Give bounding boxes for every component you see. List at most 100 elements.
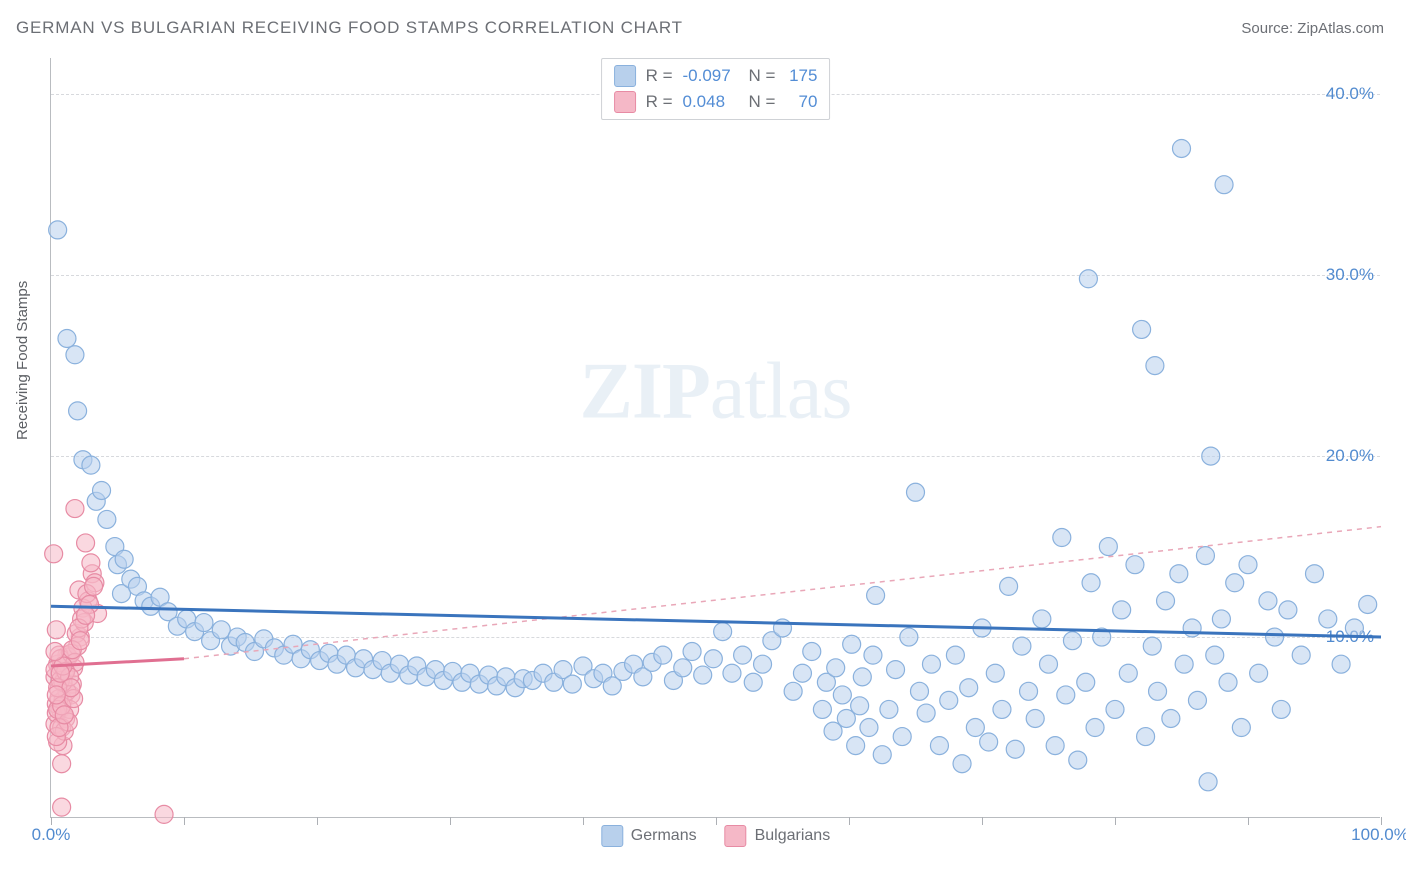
data-point — [1202, 447, 1220, 465]
r-value-germans: -0.097 — [683, 66, 739, 86]
data-point — [887, 661, 905, 679]
data-point — [1046, 737, 1064, 755]
data-point — [1133, 320, 1151, 338]
data-point — [1040, 655, 1058, 673]
x-tick — [51, 817, 52, 825]
data-point — [1219, 673, 1237, 691]
data-point — [847, 737, 865, 755]
x-axis-max-label: 100.0% — [1351, 825, 1406, 845]
data-point — [1272, 700, 1290, 718]
data-point — [1086, 719, 1104, 737]
series-legend: Germans Bulgarians — [601, 825, 830, 847]
data-point — [1162, 709, 1180, 727]
data-point — [980, 733, 998, 751]
r-value-bulgarians: 0.048 — [683, 92, 739, 112]
data-point — [843, 635, 861, 653]
series-label-germans: Germans — [631, 827, 697, 845]
data-point — [1057, 686, 1075, 704]
data-point — [212, 621, 230, 639]
data-point — [873, 746, 891, 764]
legend-swatch-bulgarians — [614, 91, 636, 113]
data-point — [66, 346, 84, 364]
data-point — [1266, 628, 1284, 646]
x-tick — [982, 817, 983, 825]
data-point — [1033, 610, 1051, 628]
r-label: R = — [646, 66, 673, 86]
plot-area: ZIPatlas 10.0%20.0%30.0%40.0% 0.0% 100.0… — [50, 58, 1380, 818]
x-tick — [1115, 817, 1116, 825]
n-label: N = — [749, 92, 776, 112]
data-point — [66, 500, 84, 518]
data-point — [1279, 601, 1297, 619]
data-point — [1226, 574, 1244, 592]
data-point — [1188, 691, 1206, 709]
data-point — [1000, 577, 1018, 595]
data-point — [953, 755, 971, 773]
source-attribution: Source: ZipAtlas.com — [1241, 20, 1384, 37]
data-point — [867, 586, 885, 604]
correlation-legend: R = -0.097 N = 175 R = 0.048 N = 70 — [601, 58, 831, 120]
x-tick — [849, 817, 850, 825]
data-point — [155, 805, 173, 823]
data-point — [1175, 655, 1193, 673]
series-label-bulgarians: Bulgarians — [755, 827, 831, 845]
data-point — [1077, 673, 1095, 691]
data-point — [674, 659, 692, 677]
data-point — [734, 646, 752, 664]
x-tick — [716, 817, 717, 825]
data-point — [1199, 773, 1217, 791]
data-point — [1006, 740, 1024, 758]
data-point — [195, 614, 213, 632]
data-point — [1069, 751, 1087, 769]
legend-swatch-germans — [614, 65, 636, 87]
data-point — [1082, 574, 1100, 592]
data-point — [82, 456, 100, 474]
data-point — [47, 621, 65, 639]
data-point — [115, 550, 133, 568]
data-point — [85, 577, 103, 595]
data-point — [46, 643, 64, 661]
chart-svg — [51, 58, 1380, 817]
data-point — [683, 643, 701, 661]
data-point — [986, 664, 1004, 682]
data-point — [1143, 637, 1161, 655]
data-point — [1026, 709, 1044, 727]
data-point — [851, 697, 869, 715]
data-point — [1212, 610, 1230, 628]
data-point — [1099, 538, 1117, 556]
data-point — [960, 679, 978, 697]
data-point — [55, 706, 73, 724]
data-point — [1119, 664, 1137, 682]
n-label: N = — [749, 66, 776, 86]
data-point — [1053, 529, 1071, 547]
data-point — [1170, 565, 1188, 583]
data-point — [1149, 682, 1167, 700]
data-point — [860, 719, 878, 737]
data-point — [563, 675, 581, 693]
correlation-legend-row-bulgarians: R = 0.048 N = 70 — [610, 89, 822, 115]
data-point — [1079, 270, 1097, 288]
data-point — [827, 659, 845, 677]
data-point — [893, 728, 911, 746]
data-point — [1157, 592, 1175, 610]
data-point — [704, 650, 722, 668]
data-point — [93, 481, 111, 499]
chart-title: GERMAN VS BULGARIAN RECEIVING FOOD STAMP… — [16, 18, 683, 38]
data-point — [98, 510, 116, 528]
data-point — [694, 666, 712, 684]
data-point — [82, 554, 100, 572]
data-point — [744, 673, 762, 691]
x-tick — [184, 817, 185, 825]
x-tick — [450, 817, 451, 825]
data-point — [1332, 655, 1350, 673]
data-point — [77, 534, 95, 552]
data-point — [714, 623, 732, 641]
data-point — [1359, 595, 1377, 613]
data-point — [1126, 556, 1144, 574]
x-axis-min-label: 0.0% — [32, 825, 71, 845]
series-legend-germans: Germans — [601, 825, 697, 847]
data-point — [880, 700, 898, 718]
data-point — [813, 700, 831, 718]
data-point — [793, 664, 811, 682]
data-point — [1250, 664, 1268, 682]
